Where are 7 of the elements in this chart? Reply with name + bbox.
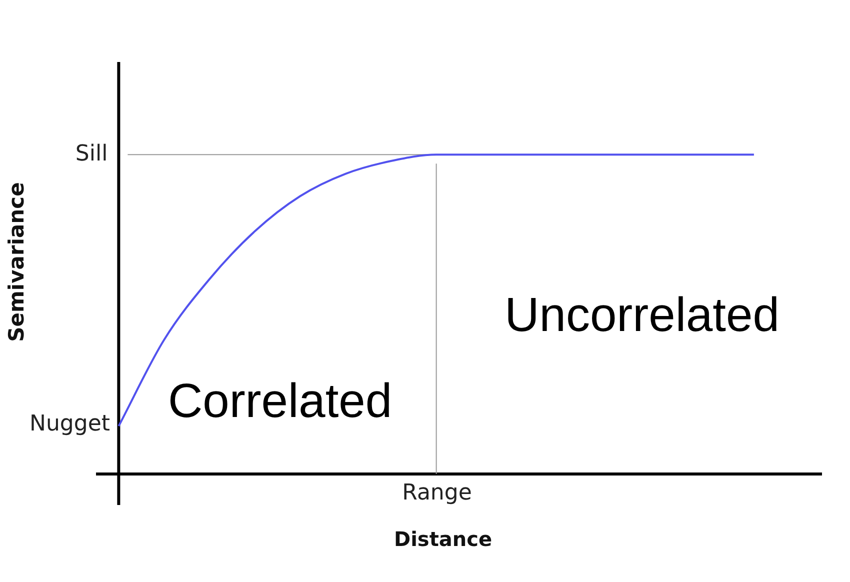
y-axis-title: Semivariance — [4, 182, 28, 342]
ref-line-label: Sill — [75, 141, 108, 166]
x-axis-title: Distance — [394, 527, 492, 552]
annotation: Nugget — [30, 412, 110, 437]
annotation: Uncorrelated — [504, 289, 780, 342]
annotation: Correlated — [168, 375, 392, 428]
text: Range — [402, 480, 472, 506]
